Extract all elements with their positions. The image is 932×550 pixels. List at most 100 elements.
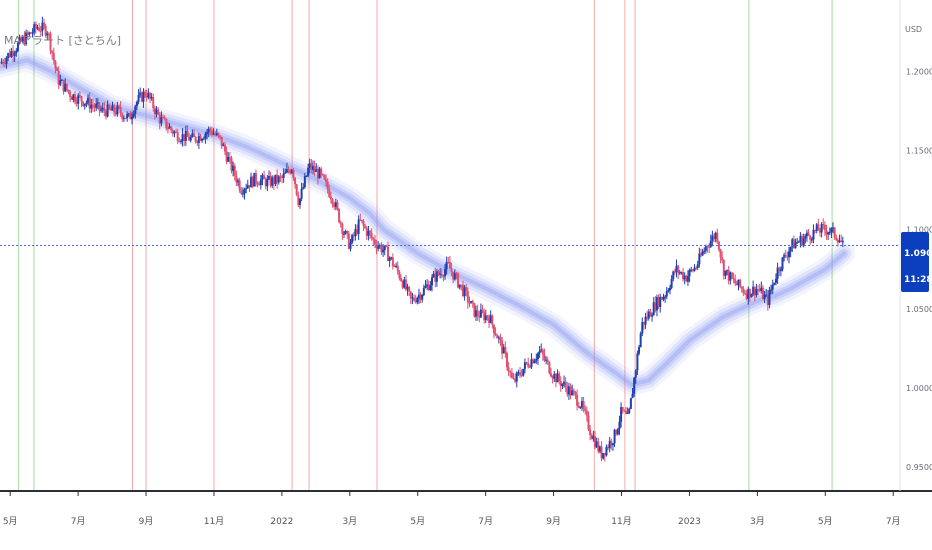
candle-body (188, 136, 191, 141)
candle-body (12, 51, 15, 56)
candle-body (344, 230, 347, 234)
candle-body (305, 175, 308, 177)
candle-body (356, 229, 359, 234)
candle-body (556, 373, 559, 383)
candle-body (222, 144, 225, 147)
candle-body (359, 219, 362, 221)
candle-body (352, 234, 355, 237)
candle-body (708, 246, 711, 248)
candle-body (699, 253, 702, 256)
candle-body (561, 383, 564, 387)
candle-body (259, 179, 262, 186)
candle-body (276, 174, 279, 183)
candle-body (166, 128, 169, 130)
candle-body (660, 296, 663, 300)
candle-body (605, 446, 608, 456)
candle-body (385, 245, 388, 247)
candle-body (730, 272, 733, 279)
candle-body (655, 297, 658, 311)
candle-body (603, 453, 606, 456)
candle-body (429, 285, 432, 291)
candle-body (739, 279, 742, 287)
candle-body (424, 286, 427, 288)
candle-body (713, 235, 716, 239)
candle-body (779, 269, 782, 272)
candle-body (333, 203, 336, 208)
candle-body (214, 133, 217, 135)
candle-body (551, 376, 554, 379)
candle-body (175, 131, 178, 133)
candle-body (281, 176, 284, 179)
moving-average-band (0, 49, 855, 396)
candle-body (132, 113, 135, 117)
candle-body (677, 265, 680, 273)
candle-body (183, 134, 186, 141)
candle-body (411, 297, 414, 299)
candle-body (432, 273, 435, 278)
candle-body (192, 133, 195, 137)
candle-body (284, 172, 287, 174)
candle-body (206, 132, 209, 134)
candle-body (302, 187, 305, 189)
candle-body (116, 105, 119, 115)
candle-body (145, 95, 148, 98)
candle-body (807, 232, 810, 236)
candle-body (786, 256, 789, 258)
candle-body (724, 270, 727, 276)
candle-body (497, 337, 500, 339)
candle-body (525, 362, 528, 364)
candle-body (714, 232, 717, 239)
candle-body (300, 188, 303, 199)
candle-body (93, 106, 96, 108)
candle-body (727, 269, 730, 281)
candle-body (825, 230, 828, 235)
x-tick-label: 5月 (3, 516, 18, 527)
candle-body (450, 268, 453, 272)
candle-body (194, 136, 197, 142)
candle-body (734, 279, 737, 284)
candle-body (184, 130, 187, 141)
candle-body (210, 130, 213, 135)
candle-body (308, 163, 311, 168)
candle-body (669, 287, 672, 291)
candle-body (595, 441, 598, 448)
candle-body (20, 37, 23, 42)
candle-body (580, 401, 583, 407)
candle-body (836, 239, 839, 243)
candle-body (559, 380, 562, 387)
candle-body (201, 139, 204, 141)
candle-body (209, 128, 212, 131)
candle-body (766, 294, 769, 305)
candle-body (435, 271, 438, 282)
candle-body (114, 112, 117, 115)
candle-body (108, 104, 111, 109)
candle-body (251, 176, 254, 187)
candle-body (688, 269, 691, 277)
candle-body (783, 254, 786, 258)
candle-body (73, 94, 76, 102)
candle-body (258, 184, 261, 186)
candle-body (10, 51, 13, 57)
candle-body (747, 288, 750, 299)
candle-body (732, 278, 735, 280)
candle-body (488, 318, 491, 323)
candle-body (517, 372, 520, 374)
candle-body (228, 157, 231, 159)
candle-body (77, 95, 80, 104)
candle-body (303, 176, 306, 188)
candle-body (85, 102, 88, 104)
candle-body (7, 53, 10, 58)
candle-body (801, 236, 804, 246)
candle-body (618, 421, 621, 430)
candle-body (760, 287, 763, 292)
x-tick-label: 11月 (204, 516, 224, 527)
candle-body (473, 303, 476, 317)
candle-body (574, 391, 577, 395)
x-tick-label: 11月 (611, 516, 631, 527)
candle-body (390, 257, 393, 259)
candle-body (818, 230, 821, 233)
candle-body (602, 453, 605, 459)
candle-body (776, 267, 779, 279)
